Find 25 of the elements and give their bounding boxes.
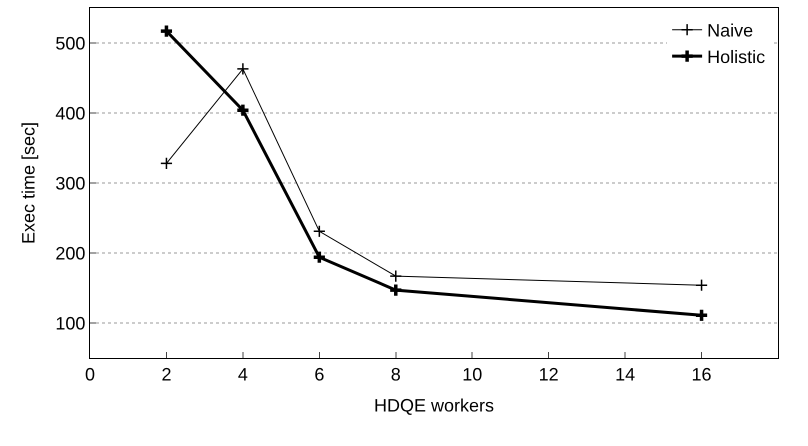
- x-tick-label: 10: [462, 364, 482, 385]
- point: [388, 282, 404, 298]
- y-tick-label: 200: [55, 243, 86, 264]
- point: [236, 62, 250, 76]
- y-tick-label: 500: [55, 33, 86, 54]
- x-tick-label: 0: [84, 364, 96, 385]
- x-tick-label: 16: [692, 364, 712, 385]
- y-tick-label: 300: [55, 173, 86, 194]
- point: [312, 250, 327, 265]
- x-tick-label: 2: [161, 364, 172, 385]
- y-tick-label: 100: [55, 313, 86, 334]
- legend-label: Naive: [707, 20, 754, 41]
- y-tick-label: 400: [55, 103, 86, 124]
- point: [694, 308, 709, 323]
- x-tick-label: 12: [538, 364, 559, 385]
- y-axis-title: Exec time [sec]: [18, 122, 39, 244]
- x-tick-label: 8: [390, 364, 401, 385]
- x-tick-label: 4: [238, 364, 248, 385]
- x-axis-title: HDQE workers: [374, 396, 494, 416]
- point: [160, 157, 173, 170]
- legend-label: Holistic: [707, 47, 766, 68]
- x-tick-label: 6: [314, 364, 324, 385]
- x-tick-label: 14: [615, 364, 636, 385]
- point: [159, 24, 174, 38]
- point: [236, 102, 250, 118]
